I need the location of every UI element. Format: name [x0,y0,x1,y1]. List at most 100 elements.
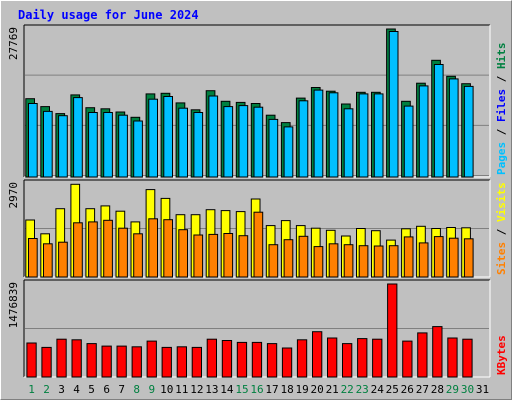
x-tick-label-day-14: 14 [220,383,234,396]
x-tick-label-day-25: 25 [386,383,399,396]
x-tick-label-day-24: 24 [371,383,385,396]
bar-sites-day-9 [148,218,159,278]
bar-files-day-15 [238,105,249,178]
bar-files-day-24 [373,93,384,178]
bar-files-day-10 [163,96,174,178]
chart-title: Daily usage for June 2024 [18,8,199,22]
x-tick-label-day-2: 2 [43,383,50,396]
bar-files-day-19 [298,100,309,178]
bar-sites-day-27 [418,242,429,278]
chart-panels: 27769 Pages / Files / Hits 2970 Sites / Vis… [7,24,508,396]
bar-kbytes-day-21 [327,337,338,378]
bar-kbytes-day-1 [26,342,37,378]
x-tick-label-day-5: 5 [88,383,95,396]
bar-sites-day-28 [433,236,444,278]
bar-sites-day-15 [238,235,249,278]
bar-kbytes-day-3 [56,338,67,378]
series-axis-label: KBytes [495,335,508,375]
bar-sites-day-18 [283,239,294,278]
bar-sites-day-24 [373,245,384,278]
bar-kbytes-day-20 [312,331,323,378]
bar-kbytes-day-8 [131,346,142,378]
bar-sites-day-20 [313,246,324,278]
bar-files-day-7 [118,114,128,178]
bar-files-day-22 [343,108,354,178]
bar-kbytes-day-18 [281,347,293,378]
bar-kbytes-day-5 [86,343,97,378]
bar-kbytes-day-27 [417,332,428,378]
bar-kbytes-day-30 [462,338,473,378]
bar-kbytes-day-25 [387,283,398,378]
bar-kbytes-day-11 [176,346,187,378]
bar-sites-day-25 [388,245,399,278]
bar-sites-day-21 [328,243,339,278]
bar-sites-day-2 [43,243,53,278]
bar-kbytes-day-15 [236,341,248,378]
x-tick-label-day-8: 8 [133,383,140,396]
x-tick-label-day-20: 20 [310,383,323,396]
x-tick-label-day-17: 17 [265,383,278,396]
bar-files-day-26 [403,105,414,178]
y-max-label: 27769 [7,27,20,60]
bar-files-day-2 [43,110,53,178]
bar-sites-day-29 [448,237,459,278]
bar-files-day-13 [208,95,219,178]
x-tick-label-day-13: 13 [205,383,218,396]
bar-files-day-1 [28,103,38,178]
bar-sites-day-17 [268,244,279,278]
x-tick-label-day-19: 19 [295,383,308,396]
bar-sites-day-3 [58,241,68,278]
x-tick-label-day-6: 6 [103,383,110,396]
bar-files-day-17 [268,118,279,178]
bar-kbytes-day-13 [206,338,217,378]
x-tick-label-day-3: 3 [58,383,65,396]
bar-kbytes-day-29 [447,337,458,378]
bar-kbytes-day-19 [296,339,308,378]
bar-kbytes-day-12 [191,346,202,378]
y-max-label: 1476839 [7,282,20,328]
y-max-label: 2970 [7,182,20,209]
bar-files-day-20 [313,89,324,178]
x-tick-label-day-23: 23 [356,383,369,396]
bar-files-day-14 [223,106,234,178]
x-tick-label-day-29: 29 [446,383,459,396]
bar-kbytes-day-26 [402,340,413,378]
bar-files-day-3 [58,115,68,178]
x-tick-label-day-4: 4 [73,383,80,396]
x-tick-label-day-12: 12 [190,383,203,396]
bar-sites-day-26 [403,236,414,278]
series-axis-label: Pages / Files / Hits [495,43,508,176]
bar-kbytes-day-22 [342,343,353,378]
x-tick-label-day-7: 7 [118,383,125,396]
bar-sites-day-6 [103,219,113,278]
bar-files-day-11 [178,107,189,178]
x-tick-label-day-15: 15 [235,383,248,396]
x-tick-label-day-18: 18 [280,383,293,396]
bar-sites-day-12 [193,234,204,278]
bar-kbytes-day-28 [432,326,443,378]
bar-files-day-29 [448,78,459,178]
bar-files-day-30 [463,85,474,178]
x-tick-label-day-16: 16 [250,383,263,396]
series-axis-label: Sites / Visits [495,182,508,275]
bar-sites-day-16 [253,211,264,278]
x-tick-label-day-31: 31 [476,383,489,396]
bar-files-day-9 [148,98,159,178]
x-tick-label-day-26: 26 [401,383,414,396]
bar-kbytes-day-2 [41,346,52,378]
bar-files-day-21 [328,92,339,178]
bar-files-day-28 [433,64,444,178]
bar-sites-day-13 [208,233,219,278]
bar-kbytes-day-6 [101,345,112,378]
x-tick-label-day-21: 21 [326,383,339,396]
bar-sites-day-10 [163,219,174,278]
bar-sites-day-14 [223,233,234,278]
bar-sites-day-19 [298,235,309,278]
bar-files-day-4 [73,97,83,178]
x-tick-label-day-30: 30 [461,383,474,396]
bar-sites-day-5 [88,221,98,278]
bar-files-day-5 [88,112,98,178]
x-tick-label-day-11: 11 [175,383,188,396]
x-tick-label-day-22: 22 [341,383,354,396]
